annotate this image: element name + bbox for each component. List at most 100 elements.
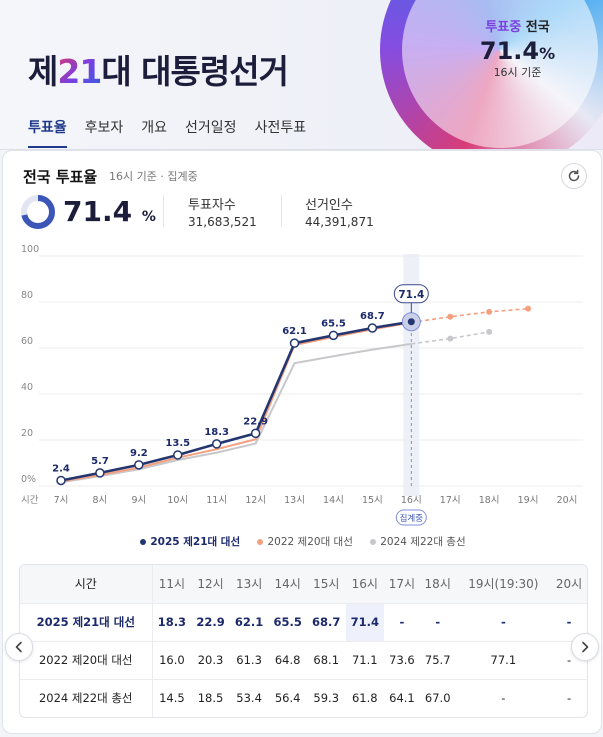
- table-cell: 67.0: [424, 691, 451, 706]
- x-tick-label: 14시: [323, 495, 344, 506]
- table-cell: -: [455, 603, 552, 642]
- table-cell: 53.4: [236, 691, 262, 706]
- series-point: [56, 475, 66, 486]
- data-label: 68.7: [360, 311, 385, 322]
- table-cell: -: [419, 603, 456, 642]
- table-cell-current: 71.4: [345, 603, 385, 642]
- table-row: 2025 제21대 대선 18.3 22.9 62.1 65.5 68.7 71…: [20, 603, 587, 642]
- data-label: 65.5: [321, 318, 346, 329]
- turnout-rate-unit: %: [141, 209, 156, 225]
- x-tick-label: 8시: [93, 495, 108, 506]
- x-tick-label: 17시: [440, 495, 461, 506]
- x-tick-label: 19시: [518, 495, 539, 506]
- chart-legend: 2025 제21대 대선 2022 제20대 대선 2024 제22대 총선: [3, 534, 603, 549]
- header-turnout-basis: 16시 기준: [493, 66, 542, 79]
- table-prev-button[interactable]: [5, 633, 33, 661]
- table-cell: 71.1: [345, 641, 385, 680]
- x-tick-label: 18시: [479, 495, 500, 506]
- tab-overview[interactable]: 개요: [141, 120, 168, 136]
- table-cell: 61.8: [351, 691, 378, 706]
- data-label: 18.3: [204, 427, 229, 438]
- current-value-callout-label: 71.4: [398, 289, 424, 301]
- y-tick-label: 40: [21, 382, 33, 393]
- table-cell: 75.7: [419, 641, 456, 680]
- data-label: 13.5: [165, 438, 190, 449]
- header-turnout-unit: %: [539, 44, 556, 63]
- x-tick-label: 16시: [401, 495, 422, 506]
- data-label: 9.2: [130, 448, 148, 459]
- table-row-label: 2025 제21대 대선: [20, 603, 153, 642]
- tab-early-voting[interactable]: 사전투표: [254, 120, 307, 136]
- series-line-forecast: [411, 307, 529, 324]
- voters-label: 투표자수: [188, 198, 236, 213]
- table-header-row: 시간 11시 12시 13시 14시 15시 16시 17시 18시 19시(1…: [20, 565, 587, 604]
- table-cell: 64.8: [268, 641, 307, 680]
- legend-item-2022: 2022 제20대 대선: [257, 536, 353, 548]
- table-next-button[interactable]: [571, 633, 599, 661]
- series-point: [525, 305, 532, 312]
- series-point: [486, 308, 493, 315]
- table-row-label: 2022 제20대 대선: [20, 641, 153, 680]
- electorate-label: 선거인수: [305, 198, 353, 213]
- series-point: [250, 428, 261, 439]
- table-col-header: 17시: [384, 565, 420, 604]
- table-cell: -: [501, 691, 506, 706]
- turnout-rate-value: 71.4: [63, 195, 133, 228]
- voting-status-tag: 투표중: [485, 20, 522, 35]
- data-label: 2.4: [52, 463, 70, 474]
- table-col-header: 15시: [306, 565, 346, 604]
- series-point: [407, 318, 415, 326]
- table-col-header: 14시: [268, 565, 307, 604]
- turnout-region: 전국: [525, 20, 550, 35]
- refresh-icon: [568, 169, 580, 182]
- table-col-header: 18시: [419, 565, 456, 604]
- tab-schedule[interactable]: 선거일정: [185, 120, 237, 136]
- table-row: 2024 제22대 총선 14.5 18.5 53.4 56.4 59.3 61…: [20, 679, 587, 717]
- y-tick-label: 20: [21, 428, 33, 439]
- series-point: [134, 460, 144, 470]
- table-cell: 65.5: [268, 603, 307, 642]
- current-hour-badge-label: 집계중: [400, 513, 424, 524]
- data-label: 22.9: [243, 416, 268, 427]
- turnout-table: 시간 11시 12시 13시 14시 15시 16시 17시 18시 19시(1…: [19, 564, 588, 718]
- series-line: [60, 342, 412, 484]
- table-cell: 18.3: [152, 603, 192, 642]
- data-label: 5.7: [91, 456, 109, 467]
- header-turnout-box: 투표중 전국 71.4% 16시 기준: [445, 16, 590, 80]
- table-row-label: 2024 제22대 총선: [20, 679, 153, 717]
- chevron-left-icon: [15, 641, 22, 653]
- table-cell: 18.5: [197, 691, 224, 706]
- turnout-donut: [21, 195, 55, 229]
- header-turnout-rate: 71.4: [479, 37, 540, 65]
- table-col-header: 11시: [152, 565, 192, 604]
- x-tick-label: 15시: [362, 495, 383, 506]
- table-cell: -: [384, 603, 420, 642]
- voters-value: 31,683,521: [188, 215, 257, 229]
- table-cell: 56.4: [274, 691, 301, 706]
- data-label: 62.1: [282, 326, 307, 337]
- y-tick-label: 80: [21, 290, 33, 301]
- legend-item-2024: 2024 제22대 총선: [370, 536, 466, 548]
- tab-candidates[interactable]: 후보자: [84, 120, 124, 136]
- table-cell: -: [566, 691, 572, 706]
- table-cell: 61.3: [229, 641, 269, 680]
- table-cell: 20.3: [191, 641, 230, 680]
- legend-item-2025: 2025 제21대 대선: [140, 536, 240, 548]
- x-tick-label: 20시: [557, 495, 578, 506]
- electorate-value: 44,391,871: [305, 215, 374, 229]
- series-point: [328, 330, 339, 341]
- series-point: [367, 323, 378, 333]
- table-row: 2022 제20대 대선 16.0 20.3 61.3 64.8 68.1 71…: [20, 641, 587, 680]
- election-title-logo: 제21대 대통령선거: [28, 52, 289, 91]
- table-col-header: 12시: [191, 565, 230, 604]
- y-tick-label: 100: [21, 244, 39, 255]
- x-tick-label: 12시: [245, 495, 266, 506]
- refresh-button[interactable]: [561, 163, 587, 189]
- x-tick-label: 13시: [284, 495, 305, 506]
- x-tick-label: 10시: [167, 495, 188, 506]
- tab-turnout[interactable]: 투표율: [28, 118, 67, 148]
- table-header-label: 시간: [20, 565, 153, 604]
- turnout-card: 전국 투표율 16시 기준 · 집계중 71.4 % 투표자수 31,683,5…: [2, 150, 602, 734]
- table-col-header: 16시: [345, 565, 385, 604]
- x-tick-label: 11시: [206, 495, 227, 506]
